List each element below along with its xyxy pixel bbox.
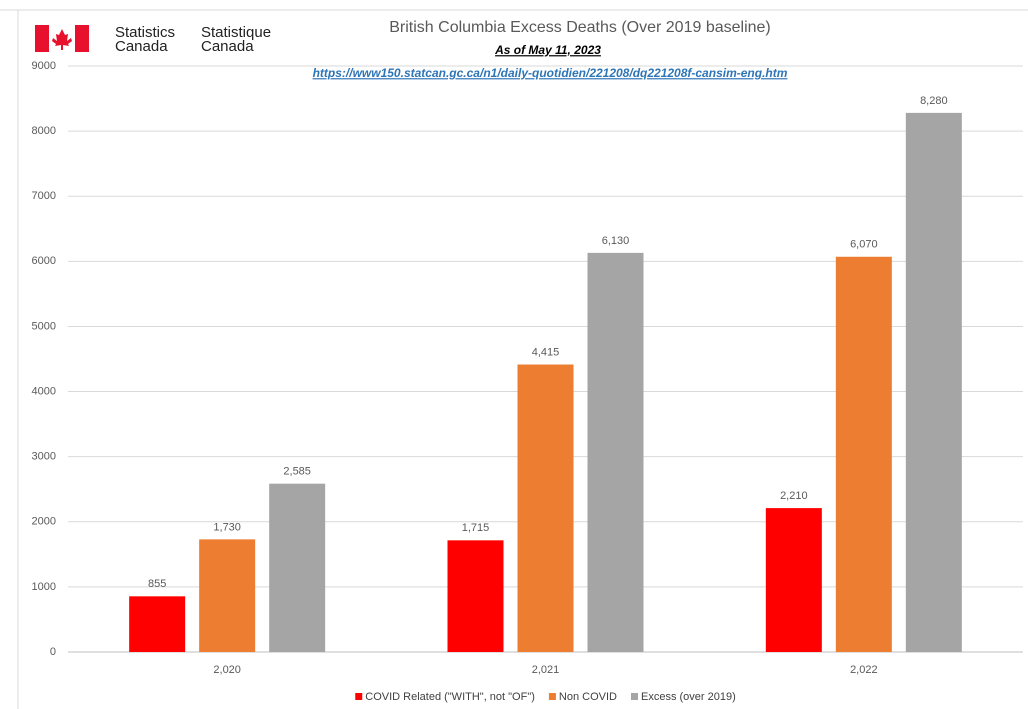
bar bbox=[447, 540, 504, 652]
legend-label: Excess (over 2019) bbox=[641, 691, 736, 703]
chart-subtitle: As of May 11, 2023 bbox=[494, 43, 601, 57]
y-tick-label: 6000 bbox=[32, 255, 56, 267]
data-label: 6,130 bbox=[602, 235, 630, 247]
chart-title: British Columbia Excess Deaths (Over 201… bbox=[389, 19, 771, 36]
bar bbox=[517, 364, 574, 652]
y-tick-label: 8000 bbox=[32, 125, 56, 137]
legend-swatch bbox=[630, 693, 638, 700]
logo-text: Canada bbox=[115, 38, 168, 55]
legend-swatch bbox=[355, 693, 363, 700]
data-label: 8,280 bbox=[920, 95, 948, 107]
bar bbox=[129, 596, 186, 652]
x-tick-label: 2,022 bbox=[850, 664, 878, 676]
bar bbox=[199, 539, 256, 652]
bar bbox=[587, 252, 644, 652]
data-label: 1,730 bbox=[213, 521, 241, 533]
legend-label: Non COVID bbox=[559, 691, 617, 703]
y-tick-label: 5000 bbox=[32, 320, 56, 332]
bar bbox=[765, 508, 822, 652]
x-tick-label: 2,021 bbox=[532, 664, 560, 676]
y-tick-label: 2000 bbox=[32, 516, 56, 528]
y-tick-label: 3000 bbox=[32, 451, 56, 463]
data-label: 1,715 bbox=[462, 522, 490, 534]
bar bbox=[835, 256, 892, 652]
y-tick-label: 4000 bbox=[32, 385, 56, 397]
x-tick-label: 2,020 bbox=[213, 664, 241, 676]
logo-text: Statistique bbox=[201, 24, 271, 41]
logo-text: Statistics bbox=[115, 24, 175, 41]
data-label: 2,585 bbox=[283, 466, 311, 478]
y-tick-label: 0 bbox=[50, 646, 56, 658]
y-tick-label: 9000 bbox=[32, 60, 56, 72]
y-tick-label: 7000 bbox=[32, 190, 56, 202]
data-label: 2,210 bbox=[780, 490, 808, 502]
logo-text: Canada bbox=[201, 38, 254, 55]
data-label: 4,415 bbox=[532, 346, 560, 358]
source-link[interactable]: https://www150.statcan.gc.ca/n1/daily-qu… bbox=[313, 66, 788, 80]
legend-label: COVID Related ("WITH", not "OF") bbox=[365, 691, 535, 703]
bar bbox=[269, 483, 326, 652]
flag bbox=[35, 25, 89, 52]
legend-swatch bbox=[548, 693, 556, 700]
y-tick-label: 1000 bbox=[32, 581, 56, 593]
data-label: 6,070 bbox=[850, 239, 878, 251]
bar bbox=[905, 112, 962, 652]
data-label: 855 bbox=[148, 578, 166, 590]
